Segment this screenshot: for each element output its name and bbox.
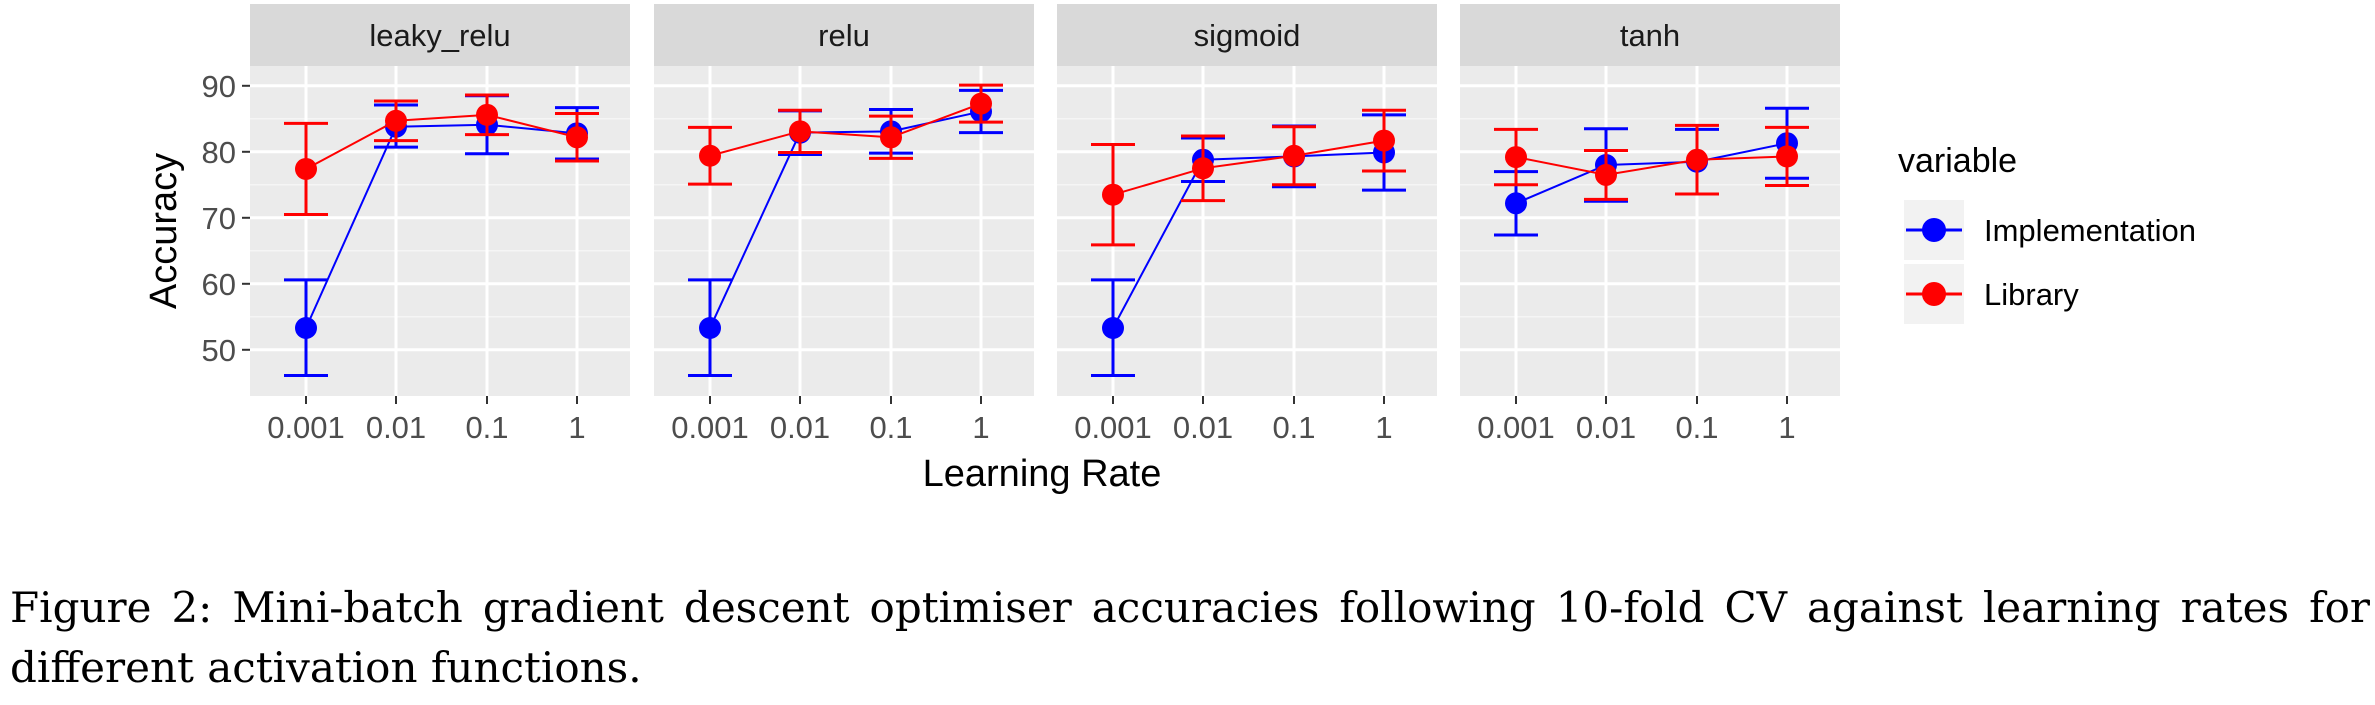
series-line [709, 102, 982, 157]
panel-background [1057, 66, 1437, 396]
series-library [1091, 108, 1406, 247]
faceted-accuracy-chart: leaky_relu 0.001 0.01 0.1 1 relu 0.001 0.01 0.1 1… [143, 4, 2196, 495]
panel-sigmoid: sigmoid 0.001 0.01 0.1 1 [1057, 4, 1437, 445]
legend-label-library: Library [1984, 277, 2079, 312]
series-library [284, 93, 599, 216]
x-tick-label: 0.001 [671, 410, 749, 445]
x-tick-label: 0.1 [465, 410, 508, 445]
facet-strip [1460, 4, 1840, 66]
facet-label: leaky_relu [369, 18, 510, 53]
y-tick-label: 60 [202, 267, 236, 302]
series-library [688, 83, 1003, 186]
data-point [970, 92, 992, 115]
data-point [1192, 157, 1214, 180]
data-point [1595, 163, 1617, 186]
data-point [295, 157, 317, 180]
facet-label: tanh [1620, 18, 1680, 53]
series-line [305, 113, 578, 170]
legend-key-point [1922, 218, 1946, 242]
y-tick-label: 80 [202, 135, 236, 170]
data-point [566, 126, 588, 149]
series-line [1112, 151, 1385, 329]
facet-label: relu [818, 18, 870, 53]
x-tick-label: 0.01 [770, 410, 830, 445]
legend-key-point [1922, 282, 1946, 306]
data-point [476, 103, 498, 126]
facet-strip [250, 4, 630, 66]
data-point [385, 109, 407, 132]
x-tick-label: 0.1 [1675, 410, 1718, 445]
y-tick-label: 70 [202, 201, 236, 236]
x-tick-label: 0.1 [1272, 410, 1315, 445]
legend-title: variable [1898, 142, 2017, 180]
x-tick-label: 1 [972, 410, 989, 445]
data-point [1102, 317, 1124, 340]
panel-background [1460, 66, 1840, 396]
data-point [1102, 183, 1124, 206]
panel-relu: relu 0.001 0.01 0.1 1 [654, 4, 1034, 445]
data-point [699, 144, 721, 167]
series-line [305, 123, 578, 329]
data-point [1686, 148, 1708, 171]
panel-leaky_relu: leaky_relu 0.001 0.01 0.1 1 [250, 4, 630, 445]
x-tick-label: 0.01 [1173, 410, 1233, 445]
x-tick-label: 0.001 [1074, 410, 1152, 445]
series-line [1515, 142, 1788, 205]
data-point [1283, 144, 1305, 167]
x-tick-label: 1 [568, 410, 585, 445]
figure-caption: Figure 2: Mini-batch gradient descent op… [10, 583, 2370, 692]
data-point [789, 120, 811, 143]
series-line [1112, 139, 1385, 196]
data-point [295, 317, 317, 340]
facet-strip [654, 4, 1034, 66]
data-point [699, 317, 721, 340]
x-tick-label: 0.001 [1477, 410, 1555, 445]
data-point [1505, 146, 1527, 169]
legend: variable Implementation Library [1898, 142, 2196, 324]
x-axis-title: Learning Rate [923, 453, 1162, 495]
series-line [1515, 155, 1788, 176]
data-point [880, 126, 902, 149]
facet-label: sigmoid [1194, 18, 1301, 53]
x-tick-label: 0.001 [267, 410, 345, 445]
legend-label-implementation: Implementation [1984, 213, 2196, 248]
data-point [1373, 129, 1395, 152]
x-tick-label: 0.01 [366, 410, 426, 445]
y-tick-label: 50 [202, 333, 236, 368]
series-library [1494, 123, 1809, 201]
facet-strip [1057, 4, 1437, 66]
panel-background [250, 66, 630, 396]
y-tick-label: 90 [202, 69, 236, 104]
x-tick-label: 1 [1375, 410, 1392, 445]
x-tick-label: 0.1 [869, 410, 912, 445]
x-tick-label: 1 [1778, 410, 1795, 445]
data-point [1505, 192, 1527, 215]
y-axis-title: Accuracy [143, 153, 185, 309]
x-tick-label: 0.01 [1576, 410, 1636, 445]
panel-tanh: tanh 0.001 0.01 0.1 1 [1460, 4, 1840, 445]
data-point [1776, 145, 1798, 168]
